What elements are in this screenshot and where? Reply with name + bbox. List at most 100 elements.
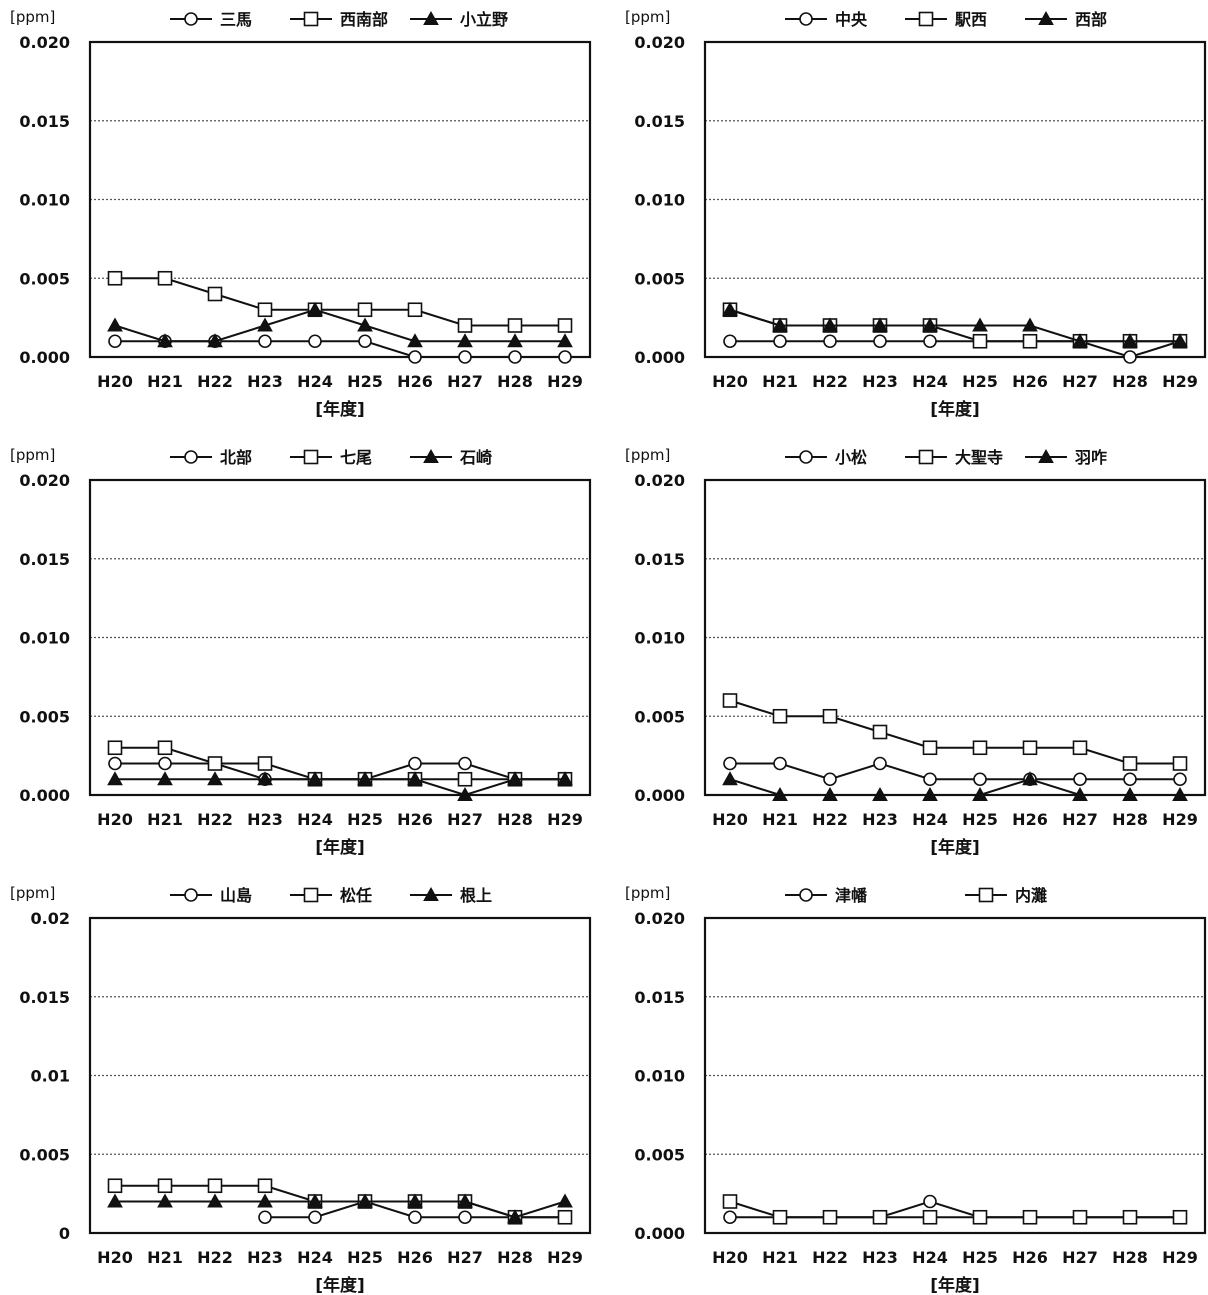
y-tick-label: 0.015 <box>19 988 70 1007</box>
x-tick-label: H26 <box>397 1248 433 1267</box>
data-point <box>357 302 373 318</box>
x-tick-label: H25 <box>347 1248 383 1267</box>
y-tick-label: 0.020 <box>634 33 685 52</box>
x-axis-label: [年度] <box>315 399 365 419</box>
x-tick-label: H20 <box>712 810 748 829</box>
data-point <box>1022 333 1038 349</box>
y-tick-label: 0.015 <box>19 550 70 569</box>
data-point <box>722 771 738 786</box>
data-point <box>723 1210 737 1225</box>
chart-1: [ppm] 0.000 0.005 0.010 0.015 0.020 H20 H21 H22 H… <box>10 8 592 419</box>
data-point <box>308 334 322 349</box>
y-tick-label: 0.010 <box>634 1067 685 1086</box>
x-tick-label: H23 <box>247 372 283 391</box>
legend-circle-icon <box>184 12 198 26</box>
x-tick-label: H20 <box>97 1248 133 1267</box>
chart-6: [ppm] 0.000 0.005 0.010 0.015 0.020 H20 H21 H22 H… <box>625 884 1207 1295</box>
data-point <box>408 350 422 364</box>
data-point <box>1172 786 1188 801</box>
data-point <box>357 1193 373 1208</box>
legend-label: 山島 <box>220 886 252 905</box>
series-line <box>729 1200 1180 1219</box>
legend-label: 根上 <box>460 886 492 905</box>
plot-frame <box>703 916 1207 1235</box>
series-line <box>729 308 1180 343</box>
data-point <box>557 771 573 786</box>
legend-square-icon <box>303 887 319 903</box>
series-line <box>115 340 565 358</box>
x-tick-label: H26 <box>1012 1248 1048 1267</box>
data-point <box>872 1209 888 1225</box>
x-tick-label: H23 <box>247 810 283 829</box>
legend-triangle-icon <box>1038 448 1054 463</box>
data-point <box>772 1209 788 1225</box>
x-tick-label: H28 <box>1112 810 1148 829</box>
data-point <box>307 301 323 316</box>
series-1 <box>723 1194 1187 1225</box>
x-tick-label: H28 <box>1112 372 1148 391</box>
y-tick-label: 0.000 <box>19 348 70 367</box>
chart-3: [ppm] 0.000 0.005 0.010 0.015 0.020 H20 H21 H22 H… <box>10 446 592 857</box>
legend-label: 石崎 <box>459 448 492 467</box>
data-point <box>407 333 423 348</box>
series-line <box>729 778 1180 796</box>
data-point <box>922 317 938 332</box>
data-point <box>773 756 787 771</box>
x-tick-label: H25 <box>347 372 383 391</box>
x-tick-label: H20 <box>712 372 748 391</box>
legend-label: 小松 <box>835 448 867 467</box>
legend: 中央 駅西 西部 <box>785 10 1107 29</box>
data-point <box>107 317 123 332</box>
data-point <box>257 1178 273 1194</box>
chart-2: [ppm] 0.000 0.005 0.010 0.015 0.020 H20 H21 H22 H… <box>625 8 1207 419</box>
data-point <box>772 708 788 724</box>
data-point <box>207 286 223 302</box>
x-axis-label: [年度] <box>930 1275 980 1295</box>
series-2 <box>722 693 1188 771</box>
data-point <box>357 771 373 786</box>
legend-circle-icon <box>799 888 813 902</box>
series-line <box>729 699 1180 765</box>
data-point <box>1122 1209 1138 1225</box>
unit-label: [ppm] <box>625 8 670 26</box>
x-tick-label: H24 <box>297 1248 333 1267</box>
data-point <box>157 270 173 286</box>
legend-label: 松任 <box>340 886 372 905</box>
x-tick-label: H20 <box>712 1248 748 1267</box>
x-tick-label: H29 <box>547 810 583 829</box>
x-tick-label: H22 <box>197 1248 233 1267</box>
y-tick-label: 0.015 <box>634 988 685 1007</box>
legend-triangle-icon <box>423 448 439 463</box>
y-tick-label: 0.000 <box>19 786 70 805</box>
data-point <box>922 1209 938 1225</box>
x-tick-label: H29 <box>1162 810 1198 829</box>
legend-circle-icon <box>799 12 813 26</box>
data-point <box>972 333 988 349</box>
x-tick-label: H27 <box>1062 372 1098 391</box>
data-point <box>408 756 422 771</box>
x-axis-label: [年度] <box>315 837 365 857</box>
data-point <box>308 1210 322 1225</box>
x-axis-label: [年度] <box>315 1275 365 1295</box>
x-tick-label: H28 <box>497 1248 533 1267</box>
x-tick-label: H21 <box>147 1248 183 1267</box>
data-point <box>1172 333 1188 348</box>
legend-label: 西部 <box>1075 10 1107 29</box>
x-tick-label: H21 <box>762 1248 798 1267</box>
y-tick-label: 0.020 <box>19 33 70 52</box>
data-point <box>457 318 473 333</box>
legend-label: 大聖寺 <box>955 448 1003 467</box>
legend-label: 三馬 <box>220 10 252 29</box>
data-point <box>1123 350 1137 364</box>
data-point <box>822 1209 838 1225</box>
y-tick-label: 0.005 <box>634 707 685 726</box>
data-point <box>872 724 888 740</box>
data-point <box>923 772 937 787</box>
y-tick-label: 0.020 <box>19 471 70 490</box>
legend-label: 七尾 <box>340 448 372 467</box>
data-point <box>457 1193 473 1208</box>
data-point <box>873 334 887 349</box>
data-point <box>1072 333 1088 348</box>
y-tick-label: 0.015 <box>19 112 70 131</box>
data-point <box>1072 786 1088 801</box>
